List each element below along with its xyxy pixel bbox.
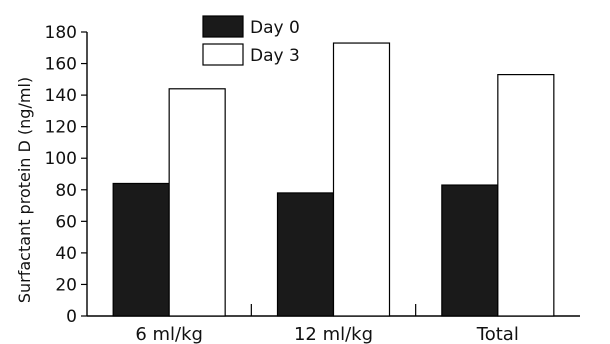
legend-label-day0: Day 0 [250, 18, 300, 38]
category-labels: 6 ml/kg 12 ml/kg Total [135, 324, 519, 344]
axes: 0 20 40 60 80 100 120 140 160 180 [45, 23, 580, 327]
y-tick-label: 60 [55, 212, 77, 232]
y-tick-label: 40 [55, 244, 77, 264]
y-tick-label: 80 [55, 181, 77, 201]
x-category-label: Total [476, 324, 519, 344]
x-category-label: 12 ml/kg [294, 324, 373, 344]
bar-day3 [497, 73, 555, 317]
bar-day0 [276, 192, 335, 317]
y-tick-label: 0 [66, 307, 77, 327]
legend-label-day3: Day 3 [250, 46, 300, 66]
legend-swatch-day0 [202, 15, 244, 38]
y-tick-label: 120 [45, 118, 77, 138]
bar-day3 [332, 42, 391, 317]
y-tick-label: 160 [45, 55, 77, 75]
y-tick-label: 20 [55, 275, 77, 295]
y-axis-title: Surfactant protein D (ng/ml) [15, 77, 34, 303]
x-category-label: 6 ml/kg [135, 324, 203, 344]
y-tick-label: 180 [45, 23, 77, 43]
bar-day3 [168, 88, 226, 317]
bar-day0 [441, 184, 499, 317]
legend-swatch-day3 [202, 43, 244, 66]
y-tick-label: 140 [45, 86, 77, 106]
bar-day0 [112, 182, 170, 317]
legend: Day 0 Day 3 [202, 15, 300, 66]
y-tick-label: 100 [45, 149, 77, 169]
bars [112, 42, 555, 317]
